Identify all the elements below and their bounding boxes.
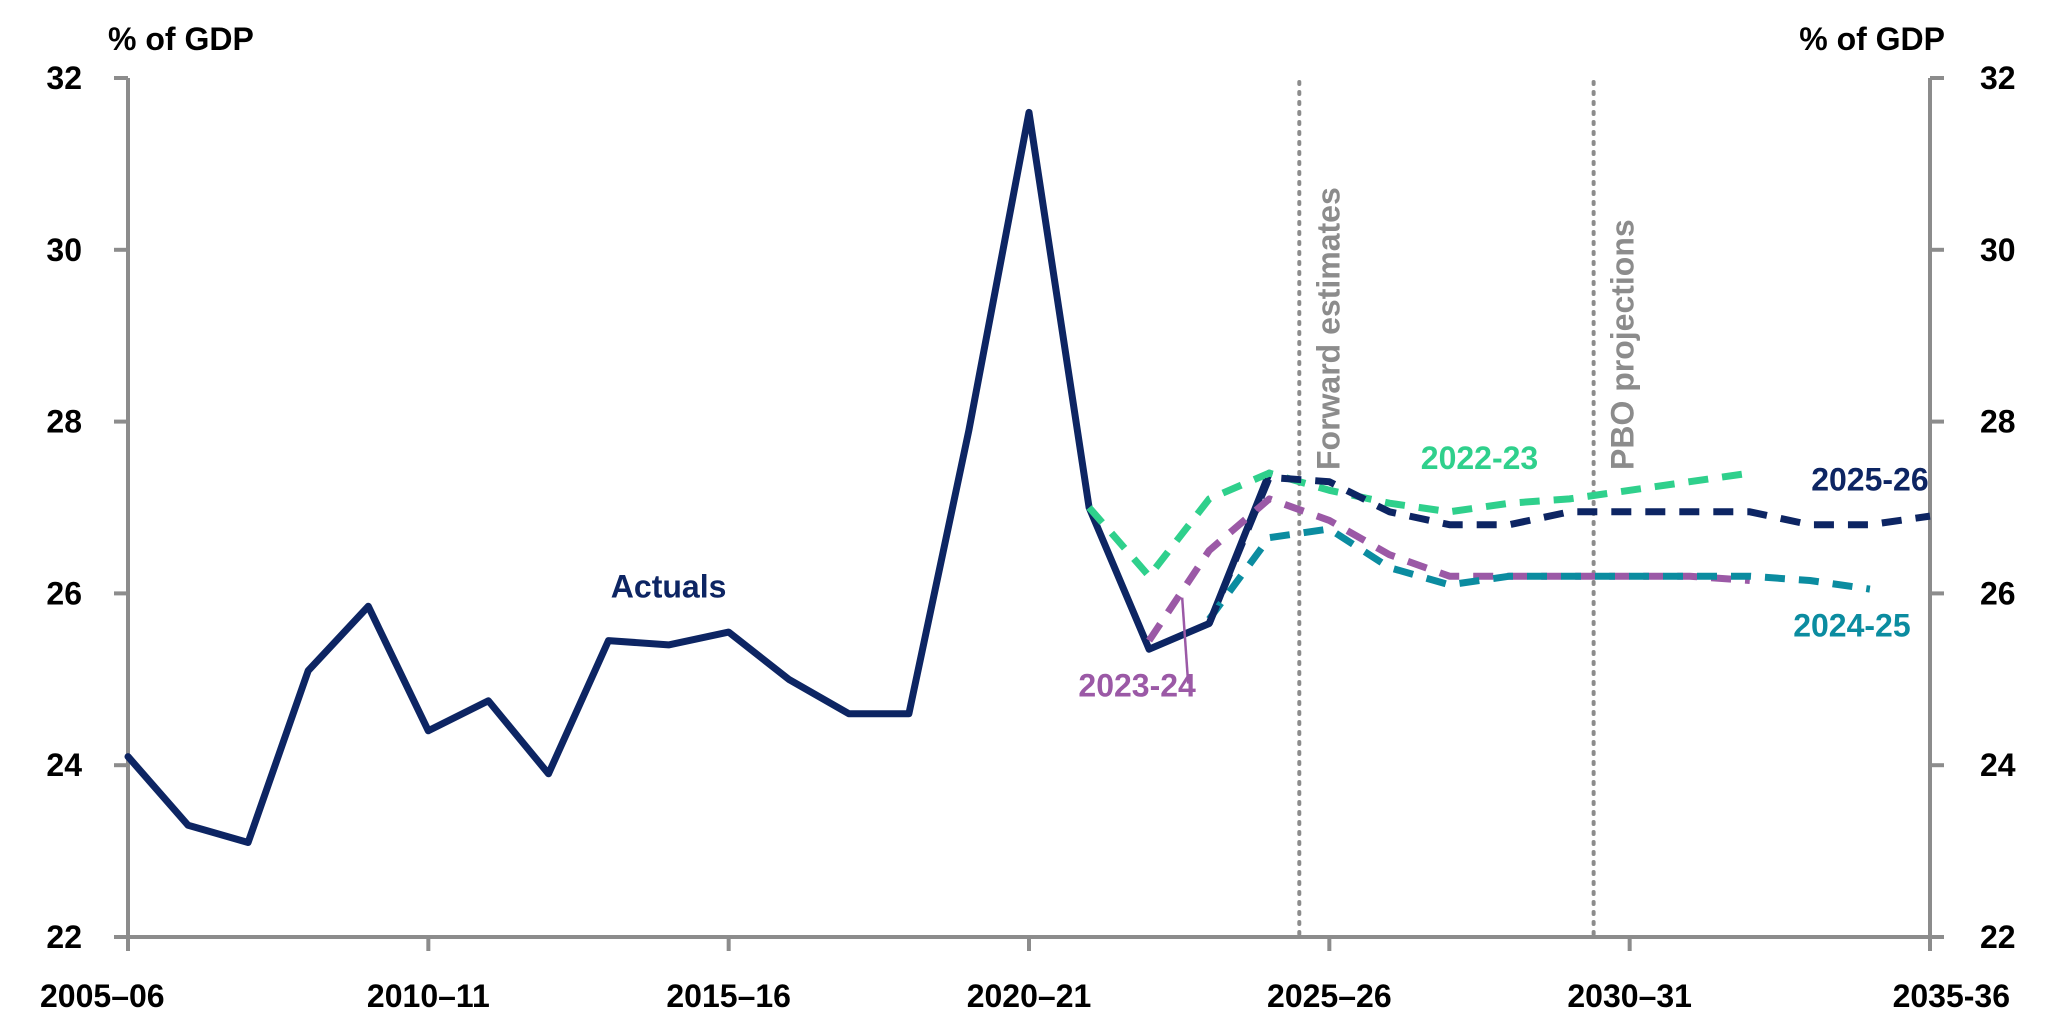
series-line-actuals	[124, 108, 1273, 846]
x-tick-label: 2035-36	[1893, 978, 2010, 1014]
series-annotation: 2024-25	[1793, 607, 1910, 643]
series-line-2025-26	[1205, 473, 1931, 625]
x-tick-label: 2025–26	[1267, 978, 1392, 1014]
y-axis-label-left: % of GDP	[108, 21, 254, 57]
vertical-marker-label: PBO projections	[1605, 219, 1641, 470]
series-line-2024-25	[1206, 525, 1871, 622]
x-tick-label: 2010–11	[367, 978, 490, 1014]
y-tick-label-right: 28	[1980, 404, 2016, 440]
y-tick-label-right: 22	[1980, 919, 2016, 955]
vertical-marker-label: Forward estimates	[1310, 187, 1346, 470]
y-tick-label-left: 30	[46, 232, 82, 268]
y-tick-label-left: 26	[46, 575, 82, 611]
series-lines	[124, 108, 1931, 846]
series-annotations: Actuals 2022-23 2025-26 2024-25 2023-24	[611, 440, 1929, 704]
series-line-2023-24	[1146, 495, 1751, 643]
leader-line-2023-24	[1180, 597, 1190, 684]
tick-marks	[114, 76, 1944, 951]
x-tick-label: 2005–06	[40, 978, 165, 1014]
y-tick-label-left: 32	[46, 60, 82, 96]
y-tick-label-right: 32	[1980, 60, 2016, 96]
tick-labels: 22 22 24 24 26 26 28 28 30 30 32 32 2005–06 2010–11 20…	[40, 60, 2016, 1014]
y-tick-label-left: 22	[46, 919, 82, 955]
x-tick-label: 2030–31	[1567, 978, 1692, 1014]
y-tick-label-left: 24	[46, 747, 82, 783]
series-annotation: 2022-23	[1421, 440, 1538, 476]
series-annotation: Actuals	[611, 569, 727, 605]
y-tick-label-right: 24	[1980, 747, 2016, 783]
series-annotation: 2025-26	[1811, 461, 1928, 497]
x-tick-label: 2020–21	[967, 978, 1092, 1014]
x-tick-label: 2015–16	[666, 978, 791, 1014]
y-tick-label-right: 26	[1980, 575, 2016, 611]
y-tick-label-right: 30	[1980, 232, 2016, 268]
y-axis-label-right: % of GDP	[1799, 21, 1945, 57]
y-tick-label-left: 28	[46, 404, 82, 440]
vertical-markers: Forward estimates PBO projections	[1297, 80, 1641, 939]
series-annotation: 2023-24	[1078, 667, 1196, 703]
series-line-2022-23	[1086, 469, 1751, 580]
